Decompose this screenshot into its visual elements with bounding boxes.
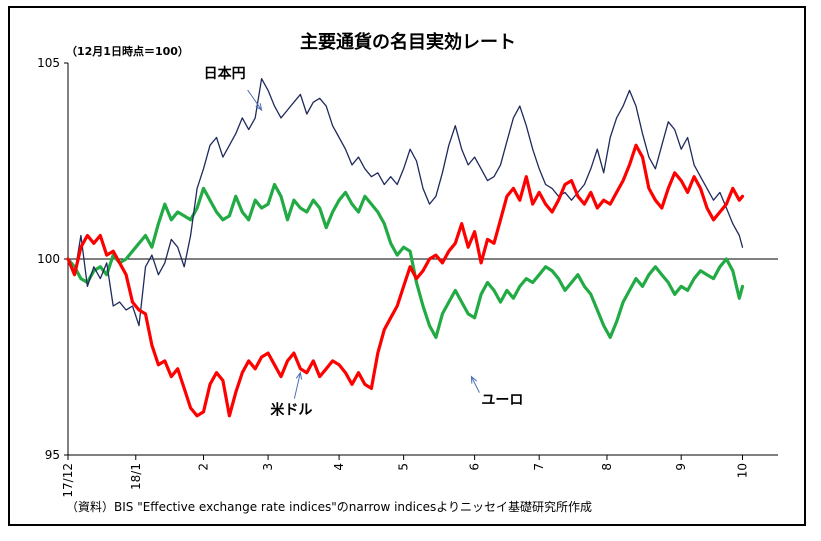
unit-note: （12月1日時点＝100） [66, 44, 189, 58]
chart-frame: 主要通貨の名目実効レート （12月1日時点＝100） 105 100 95 17/1… [8, 6, 806, 526]
source-note: （資料）BIS "Effective exchange rate indices… [66, 499, 592, 514]
annotation-arrow [247, 89, 263, 111]
series-line-usd [66, 143, 745, 418]
x-tick-label: 10 [736, 463, 750, 478]
y-tick-label: 105 [37, 56, 60, 70]
series-line-jpy [67, 78, 744, 327]
y-ticks: 105 100 95 [37, 56, 68, 462]
x-tick-label: 18/1 [129, 463, 143, 490]
annotation-label-eur: ユーロ [481, 393, 523, 409]
annotation-arrow [293, 372, 301, 399]
x-tick-label: 5 [397, 463, 411, 471]
x-ticks: 17/12 18/1 2 3 4 5 6 7 8 9 10 [61, 455, 750, 498]
annotation-label-usd: 米ドル [270, 402, 312, 419]
annotation-arrowhead [255, 103, 263, 112]
x-tick-label: 6 [468, 463, 482, 471]
x-tick-label: 9 [674, 463, 688, 471]
chart-title: 主要通貨の名目実効レート [300, 31, 516, 53]
x-tick-label: 8 [600, 463, 614, 471]
annotation-arrow [470, 376, 480, 393]
series-line-eur [66, 182, 745, 339]
y-tick-label: 95 [45, 448, 60, 462]
x-tick-label: 3 [261, 463, 275, 471]
x-tick-label: 4 [332, 463, 346, 471]
annotation-label-jpy: 日本円 [204, 65, 246, 82]
annotation-arrowhead [295, 371, 303, 380]
x-tick-label: 17/12 [61, 463, 75, 498]
x-tick-label: 7 [532, 463, 546, 471]
annotation-arrowhead [470, 375, 478, 384]
y-tick-label: 100 [37, 252, 60, 266]
series-group [66, 78, 745, 418]
x-tick-label: 2 [197, 463, 211, 471]
